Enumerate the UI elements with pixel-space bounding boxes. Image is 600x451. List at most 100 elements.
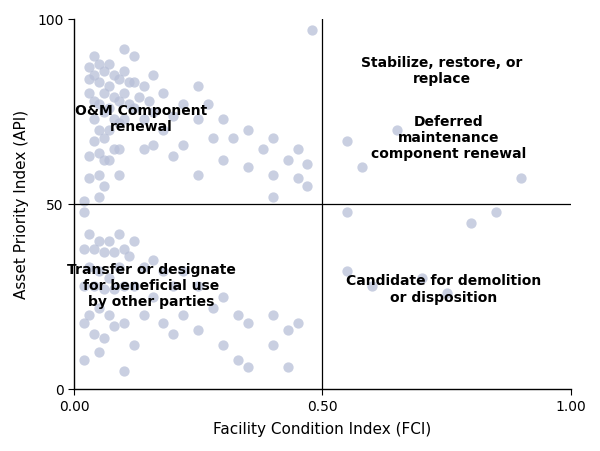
Point xyxy=(193,327,203,334)
Y-axis label: Asset Priority Index (API): Asset Priority Index (API) xyxy=(14,110,29,299)
Point xyxy=(109,93,119,101)
Point xyxy=(79,319,89,327)
Point xyxy=(109,71,119,78)
Point xyxy=(491,208,501,216)
Point xyxy=(109,286,119,293)
Point xyxy=(203,101,213,108)
Point xyxy=(158,127,168,134)
X-axis label: Facility Condition Index (FCI): Facility Condition Index (FCI) xyxy=(213,422,431,437)
Point xyxy=(124,78,133,86)
Point xyxy=(94,267,104,275)
Point xyxy=(79,197,89,204)
Point xyxy=(193,171,203,179)
Point xyxy=(84,90,94,97)
Point xyxy=(79,245,89,253)
Point xyxy=(233,356,243,364)
Point xyxy=(367,282,377,290)
Point xyxy=(114,171,124,179)
Point xyxy=(193,83,203,90)
Point xyxy=(178,101,188,108)
Point xyxy=(84,264,94,271)
Point xyxy=(149,293,158,300)
Point xyxy=(94,304,104,312)
Point xyxy=(89,282,98,290)
Point xyxy=(268,312,278,319)
Point xyxy=(149,108,158,115)
Point xyxy=(99,182,109,189)
Point xyxy=(149,256,158,263)
Point xyxy=(89,71,98,78)
Point xyxy=(119,367,128,374)
Point xyxy=(129,105,139,112)
Point xyxy=(139,264,148,271)
Point xyxy=(293,319,302,327)
Point xyxy=(149,142,158,149)
Point xyxy=(94,238,104,245)
Point xyxy=(104,312,113,319)
Point xyxy=(94,349,104,356)
Point xyxy=(99,108,109,115)
Point xyxy=(124,253,133,260)
Point xyxy=(119,245,128,253)
Point xyxy=(94,171,104,179)
Point xyxy=(119,319,128,327)
Text: Deferred
maintenance
component renewal: Deferred maintenance component renewal xyxy=(371,115,527,161)
Point xyxy=(84,312,94,319)
Point xyxy=(358,164,367,171)
Point xyxy=(343,208,352,216)
Point xyxy=(283,327,292,334)
Point xyxy=(302,182,312,189)
Point xyxy=(218,293,228,300)
Point xyxy=(99,134,109,141)
Point xyxy=(109,145,119,152)
Point xyxy=(104,60,113,67)
Point xyxy=(119,115,128,123)
Point xyxy=(268,134,278,141)
Point xyxy=(89,245,98,253)
Point xyxy=(99,334,109,341)
Point xyxy=(283,364,292,371)
Point xyxy=(158,267,168,275)
Point xyxy=(218,156,228,164)
Point xyxy=(343,138,352,145)
Point xyxy=(109,323,119,330)
Point xyxy=(258,145,268,152)
Point xyxy=(94,193,104,201)
Point xyxy=(89,330,98,337)
Point xyxy=(149,71,158,78)
Point xyxy=(99,90,109,97)
Point xyxy=(243,164,253,171)
Point xyxy=(114,230,124,238)
Point xyxy=(283,156,292,164)
Point xyxy=(84,230,94,238)
Point xyxy=(89,138,98,145)
Point xyxy=(467,219,476,226)
Point xyxy=(268,193,278,201)
Point xyxy=(144,97,154,104)
Point xyxy=(99,156,109,164)
Point xyxy=(104,156,113,164)
Point xyxy=(89,115,98,123)
Point xyxy=(84,153,94,160)
Point xyxy=(99,68,109,75)
Point xyxy=(79,356,89,364)
Point xyxy=(79,208,89,216)
Point xyxy=(158,319,168,327)
Point xyxy=(119,282,128,290)
Point xyxy=(169,282,178,290)
Point xyxy=(94,127,104,134)
Point xyxy=(109,249,119,256)
Point xyxy=(243,364,253,371)
Point xyxy=(124,101,133,108)
Point xyxy=(178,312,188,319)
Point xyxy=(134,93,143,101)
Point xyxy=(89,53,98,60)
Point xyxy=(243,319,253,327)
Point xyxy=(228,134,238,141)
Point xyxy=(84,75,94,82)
Point xyxy=(516,175,526,182)
Point xyxy=(104,127,113,134)
Point xyxy=(139,145,148,152)
Point xyxy=(129,53,139,60)
Point xyxy=(119,46,128,53)
